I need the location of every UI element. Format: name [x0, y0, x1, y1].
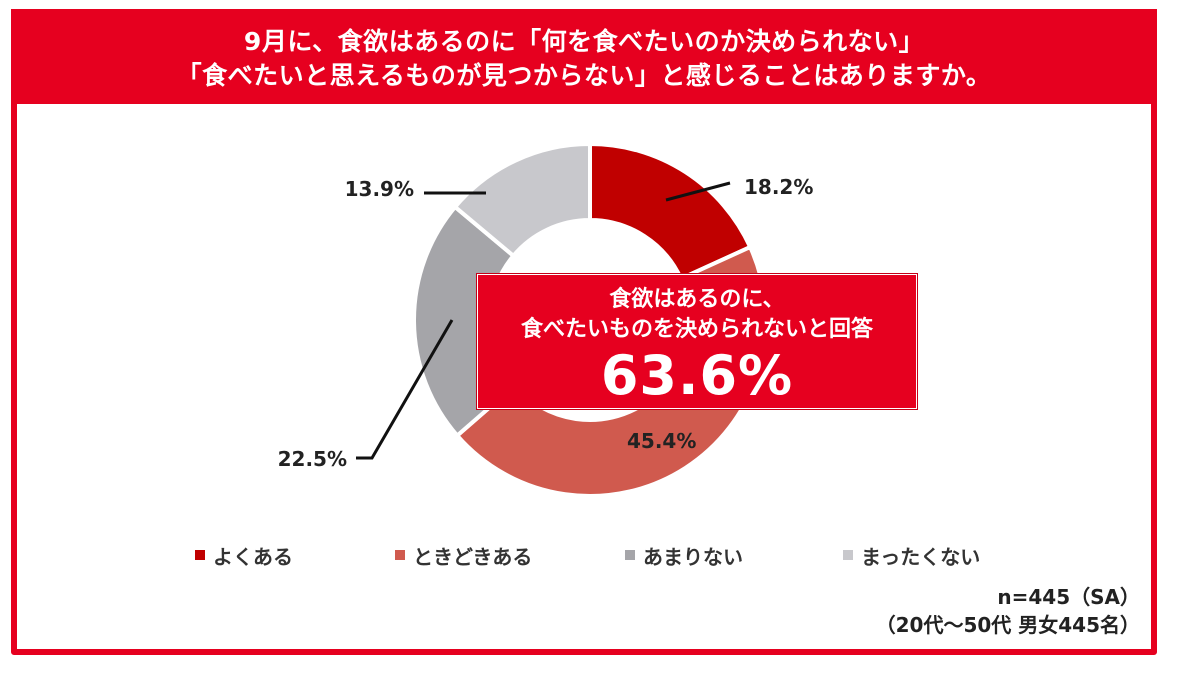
- summary-callout: 食欲はあるのに、 食べたいものを決められないと回答 63.6%: [477, 274, 917, 409]
- legend-item-never: まったくない: [843, 540, 980, 570]
- leader-line-rarely: [356, 319, 454, 460]
- legend-label-often: よくある: [213, 544, 293, 569]
- leader-line-often: [665, 181, 731, 202]
- legend-item-rarely: あまりない: [625, 540, 743, 570]
- legend-item-sometimes: ときどきある: [395, 540, 532, 570]
- data-label-never: 13.9%: [345, 177, 414, 201]
- sample-description: （20代～50代 男女445名）: [875, 613, 1140, 637]
- legend-label-rarely: あまりない: [643, 544, 743, 569]
- legend-swatch-never: [843, 550, 853, 560]
- data-label-rarely: 22.5%: [278, 447, 347, 471]
- title-line-2: 「食べたいと思えるものが見つからない」と感じることはありますか。: [176, 61, 992, 90]
- callout-line-2: 食べたいものを決められないと回答: [520, 317, 873, 342]
- legend-swatch-rarely: [625, 550, 635, 560]
- title-line-1: 9月に、食欲はあるのに「何を食べたいのか決められない」: [243, 27, 925, 56]
- data-label-sometimes: 45.4%: [627, 429, 696, 453]
- slice-never: [452, 141, 592, 259]
- callout-value: 63.6%: [600, 344, 794, 407]
- legend: よくある ときどきある あまりない まったくない: [195, 540, 1015, 570]
- data-label-often: 18.2%: [744, 175, 813, 199]
- slice-often: [588, 141, 753, 282]
- legend-label-never: まったくない: [861, 544, 981, 569]
- legend-swatch-often: [195, 550, 205, 560]
- legend-label-sometimes: ときどきある: [413, 544, 533, 569]
- legend-item-often: よくある: [195, 540, 293, 570]
- sample-note: n=445（SA） （20代～50代 男女445名）: [876, 583, 1140, 639]
- callout-line-1: 食欲はあるのに、: [609, 287, 785, 312]
- sample-size: n=445（SA）: [997, 585, 1140, 609]
- legend-swatch-sometimes: [395, 550, 405, 560]
- title-banner: 9月に、食欲はあるのに「何を食べたいのか決められない」 「食べたいと思えるものが…: [11, 9, 1157, 104]
